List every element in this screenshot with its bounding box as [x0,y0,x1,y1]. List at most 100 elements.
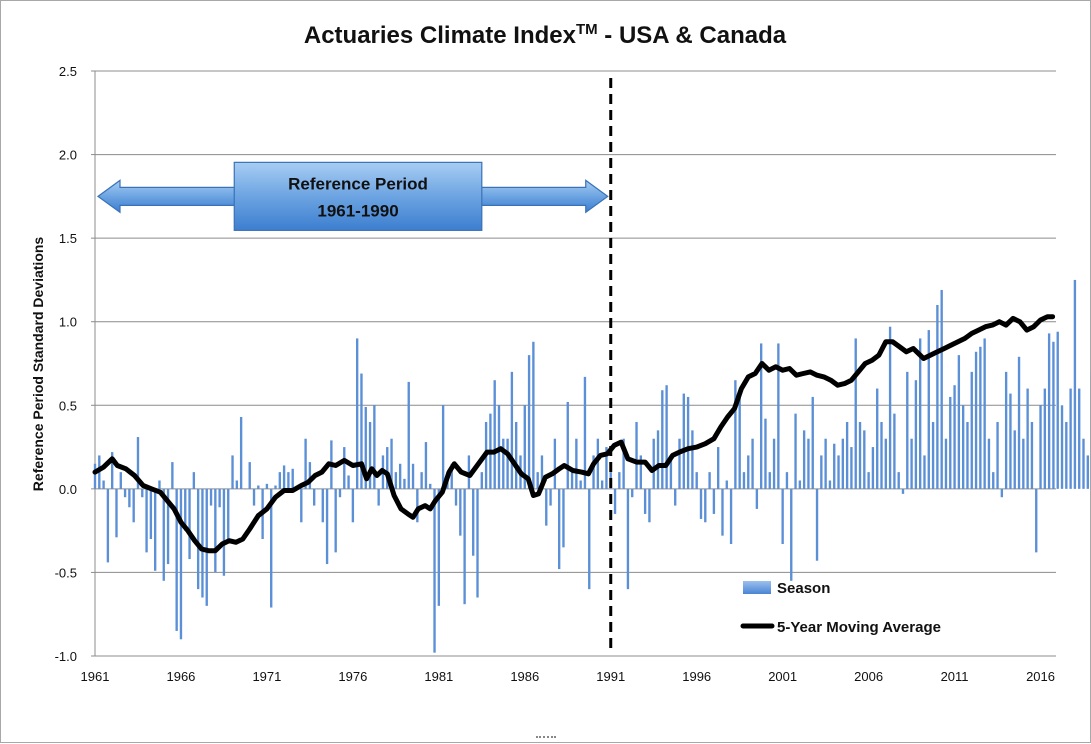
season-bar [769,472,771,489]
x-tick-label: 1996 [682,669,711,684]
season-bar [322,489,324,522]
season-bar [876,389,878,489]
season-bar [347,475,349,488]
season-bar [1031,422,1033,489]
season-bar [661,390,663,489]
season-bar [158,481,160,489]
season-bar [1082,439,1084,489]
season-bar [687,397,689,489]
season-bar [880,422,882,489]
x-tick-label: 2011 [941,669,969,684]
season-bar [674,489,676,506]
season-bar [399,464,401,489]
reference-period-annotation: Reference Period 1961-1990 [98,162,608,230]
season-bar [1074,280,1076,489]
season-bar [115,489,117,537]
season-bar [949,397,951,489]
chart-title-superscript: TM [576,21,598,38]
season-bar [756,489,758,509]
season-bar [180,489,182,639]
season-bar [781,489,783,544]
season-bar [120,472,122,489]
season-bar [700,489,702,519]
season-bar [193,472,195,489]
season-bar [1035,489,1037,553]
season-bar [197,489,199,589]
season-bar [472,489,474,556]
x-tick-label: 2001 [768,669,797,684]
season-bar [1057,332,1059,489]
season-bar [558,489,560,569]
season-bar [150,489,152,539]
season-bar [223,489,225,576]
season-bar [188,489,190,559]
season-bar [206,489,208,606]
season-bar [249,462,251,489]
season-bar [154,489,156,571]
season-bar [94,464,96,489]
season-bar [1052,342,1054,489]
season-bar [287,472,289,489]
season-bar [133,489,135,522]
season-bar [1039,405,1041,489]
season-bar [739,397,741,489]
season-bar [751,439,753,489]
season-bar [906,372,908,489]
season-bar [803,430,805,489]
season-bar [855,338,857,488]
season-bar [227,489,229,539]
season-bar [244,489,246,490]
season-bar [657,430,659,489]
y-axis-title: Reference Period Standard Deviations [30,237,46,492]
legend-label-moving-average: 5-Year Moving Average [777,619,941,636]
x-tick-label: 1971 [252,669,281,684]
season-bar [214,489,216,573]
season-bar [476,489,478,598]
season-bar [309,462,311,489]
season-bar [820,455,822,488]
season-bar [1018,357,1020,489]
season-bar [846,422,848,489]
reference-period-range: 1961-1990 [317,201,398,220]
season-bar [867,472,869,489]
season-bar [554,439,556,489]
season-bar [343,447,345,489]
chart-title-tail: - USA & Canada [598,22,787,49]
season-bar [885,439,887,489]
season-bar [1087,455,1089,488]
season-bar [257,486,259,489]
season-bar [962,405,964,489]
season-bar [717,447,719,489]
season-bar [429,484,431,489]
season-bar [201,489,203,598]
season-bar [459,489,461,536]
season-bar [597,439,599,489]
season-bar [300,489,302,522]
season-bar [889,327,891,489]
season-bar [915,380,917,489]
season-bar [313,489,315,506]
season-bar [971,372,973,489]
season-bar [829,481,831,489]
season-bar [266,484,268,489]
season-bar [799,481,801,489]
season-bar [859,422,861,489]
chart-title: Actuaries Climate IndexTM - USA & Canada [304,21,787,49]
season-bar [627,489,629,589]
x-tick-label: 1966 [166,669,195,684]
x-tick-label: 1981 [424,669,453,684]
season-bar [506,439,508,489]
y-tick-label: 2.0 [59,148,77,163]
season-bar [1078,389,1080,489]
season-bar [528,355,530,489]
season-bar [898,472,900,489]
legend-label-season: Season [777,580,830,597]
season-bar [726,481,728,489]
y-tick-label: 0.5 [59,398,77,413]
y-tick-label: 0.0 [59,482,77,497]
season-bar [438,489,440,606]
season-bar [683,394,685,489]
season-bar [515,422,517,489]
